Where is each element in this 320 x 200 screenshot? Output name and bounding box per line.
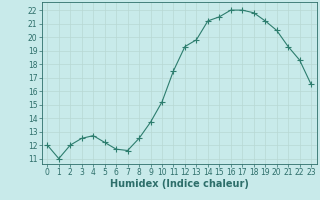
X-axis label: Humidex (Indice chaleur): Humidex (Indice chaleur) bbox=[110, 179, 249, 189]
